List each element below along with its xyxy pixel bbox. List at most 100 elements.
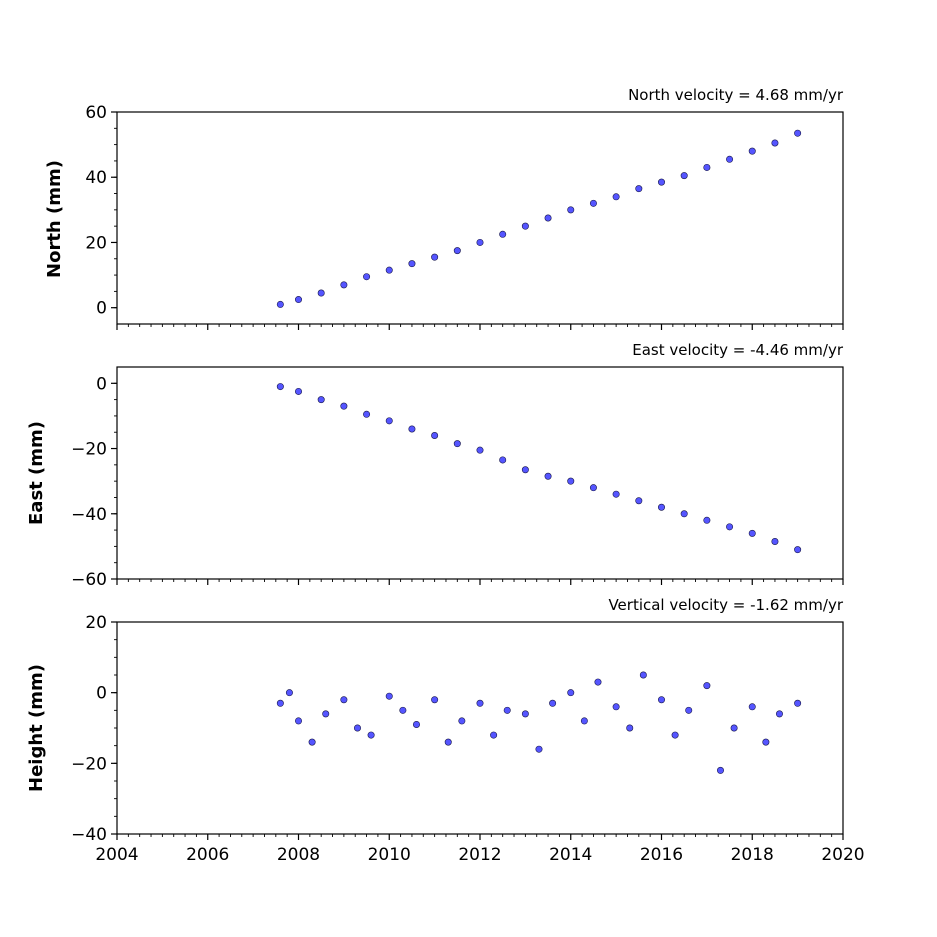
east-data-point [612, 490, 620, 498]
height-data-point [657, 696, 665, 704]
east-data-point [589, 484, 597, 492]
east-y-tick-label: −40 [71, 505, 107, 525]
height-x-tick-label: 2014 [549, 845, 592, 865]
north-data-point [726, 155, 734, 163]
height-data-point [308, 738, 316, 746]
height-panel: Vertical velocity = -1.62 mm/yr Height (… [26, 596, 865, 865]
height-data-point [285, 689, 293, 697]
height-data-point [340, 696, 348, 704]
height-data-point [549, 699, 557, 707]
height-y-tick-label: −20 [71, 754, 107, 774]
east-y-tick-label: −60 [71, 570, 107, 590]
height-data-point [322, 710, 330, 718]
north-data-point [748, 147, 756, 155]
height-data-point [399, 706, 407, 714]
north-data-point [317, 289, 325, 297]
east-data-point [521, 466, 529, 474]
north-data-point [771, 139, 779, 147]
height-data-point [276, 699, 284, 707]
height-data-point [294, 717, 302, 725]
east-data-point [317, 396, 325, 404]
height-x-tick-label: 2012 [458, 845, 501, 865]
east-data-point [363, 410, 371, 418]
height-data-point [431, 696, 439, 704]
height-data-point [639, 671, 647, 679]
height-data-point [385, 692, 393, 700]
height-data-point [594, 678, 602, 686]
east-data-point [340, 402, 348, 410]
height-x-tick-label: 2006 [186, 845, 229, 865]
height-data-point [567, 689, 575, 697]
east-data-point [567, 477, 575, 485]
north-data-point [294, 296, 302, 304]
east-data-point [748, 529, 756, 537]
height-x-tick-label: 2020 [821, 845, 864, 865]
north-y-tick-label: 20 [85, 233, 107, 253]
height-data-point [490, 731, 498, 739]
north-data-point [363, 273, 371, 281]
north-data-point [276, 300, 284, 308]
height-x-axis: 2004 2006 2008 2010 2012 2014 2016 2018 2020 [95, 834, 865, 865]
height-y-tick-label: 20 [85, 613, 107, 633]
height-data-point [748, 703, 756, 711]
height-y-axis: 20 0 −20 −40 [71, 613, 117, 845]
height-x-tick-label: 2004 [95, 845, 138, 865]
height-data-point [503, 706, 511, 714]
height-y-tick-label: 0 [96, 684, 107, 704]
east-y-tick-label: 0 [96, 374, 107, 394]
north-data-point [589, 199, 597, 207]
height-data-point [612, 703, 620, 711]
height-data-point [730, 724, 738, 732]
height-x-tick-label: 2008 [277, 845, 320, 865]
north-data-point [680, 172, 688, 180]
height-data-point [367, 731, 375, 739]
east-data-point [635, 497, 643, 505]
height-points [276, 671, 802, 774]
east-data-point [657, 503, 665, 511]
height-data-point [353, 724, 361, 732]
east-x-axis [116, 579, 844, 585]
east-data-point [794, 546, 802, 554]
height-data-point [580, 717, 588, 725]
east-data-point [544, 472, 552, 480]
height-x-tick-label: 2010 [368, 845, 411, 865]
east-data-point [431, 431, 439, 439]
north-data-point [340, 281, 348, 289]
north-y-tick-label: 0 [96, 299, 107, 319]
north-data-point [476, 238, 484, 246]
height-x-tick-label: 2016 [640, 845, 683, 865]
east-data-point [276, 383, 284, 391]
height-data-point [775, 710, 783, 718]
east-axis-label: East (mm) [26, 421, 47, 525]
east-y-axis: 0 −20 −40 −60 [71, 374, 117, 590]
north-plot-frame [116, 111, 844, 325]
north-data-point [567, 206, 575, 214]
height-data-point [476, 699, 484, 707]
height-data-point [458, 717, 466, 725]
east-data-point [476, 446, 484, 454]
east-data-point [680, 510, 688, 518]
north-y-tick-label: 60 [85, 103, 107, 123]
east-data-point [453, 440, 461, 448]
east-plot-frame [116, 366, 844, 580]
height-data-point [671, 731, 679, 739]
height-data-point [412, 720, 420, 728]
east-data-point [703, 516, 711, 524]
east-data-point [385, 417, 393, 425]
height-data-point [535, 745, 543, 753]
north-data-point [703, 163, 711, 171]
height-data-point [444, 738, 452, 746]
height-y-tick-label: −40 [71, 825, 107, 845]
vertical-velocity-title: Vertical velocity = -1.62 mm/yr [608, 596, 843, 614]
north-y-axis: 0 20 40 60 [85, 103, 117, 319]
east-data-point [294, 387, 302, 395]
north-data-point [499, 230, 507, 238]
height-data-point [685, 706, 693, 714]
north-data-point [431, 253, 439, 261]
north-data-point [385, 266, 393, 274]
north-data-point [612, 193, 620, 201]
north-data-point [408, 260, 416, 268]
east-velocity-title: East velocity = -4.46 mm/yr [632, 341, 844, 359]
north-data-point [521, 222, 529, 230]
